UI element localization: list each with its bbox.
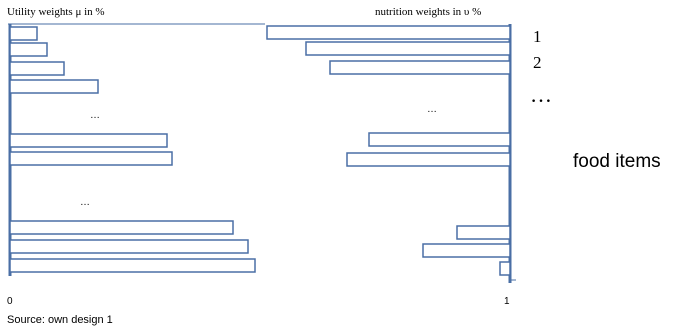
left-ellipsis-1: … — [90, 110, 100, 121]
nutrition-bar-1 — [266, 25, 511, 40]
utility-bar-3 — [9, 61, 65, 76]
utility-bar-2 — [9, 42, 48, 57]
utility-bar-1 — [9, 26, 38, 41]
row-label-1: 1 — [533, 27, 542, 46]
row-label-2: 2 — [533, 53, 542, 72]
left-ellipsis-2: … — [80, 197, 90, 208]
axis-min-label: 0 — [7, 296, 13, 307]
source-note: Source: own design 1 — [7, 314, 113, 326]
utility-bar-4 — [9, 79, 99, 94]
utility-bar-5 — [9, 133, 168, 148]
utility-bar-6 — [9, 151, 173, 166]
nutrition-bar-7 — [422, 243, 511, 258]
nutrition-bar-3 — [329, 60, 511, 75]
utility-bars — [9, 26, 256, 273]
row-label-ellipsis: … — [530, 82, 554, 107]
nutrition-bar-2 — [305, 41, 511, 56]
nutrition-bar-4 — [368, 132, 511, 147]
utility-bar-8 — [9, 239, 249, 254]
nutrition-bars — [266, 25, 511, 276]
nutrition-bar-8 — [499, 261, 511, 276]
nutrition-bar-6 — [456, 225, 511, 240]
left-panel-title: Utility weights μ in % — [7, 6, 105, 18]
axis-max-label: 1 — [504, 296, 510, 307]
right-panel-title: nutrition weights in υ % — [375, 6, 482, 18]
utility-bar-9 — [9, 258, 256, 273]
food-items-label: food items — [573, 151, 661, 172]
nutrition-bar-5 — [346, 152, 511, 167]
right-ellipsis: … — [427, 104, 437, 115]
utility-bar-7 — [9, 220, 234, 235]
